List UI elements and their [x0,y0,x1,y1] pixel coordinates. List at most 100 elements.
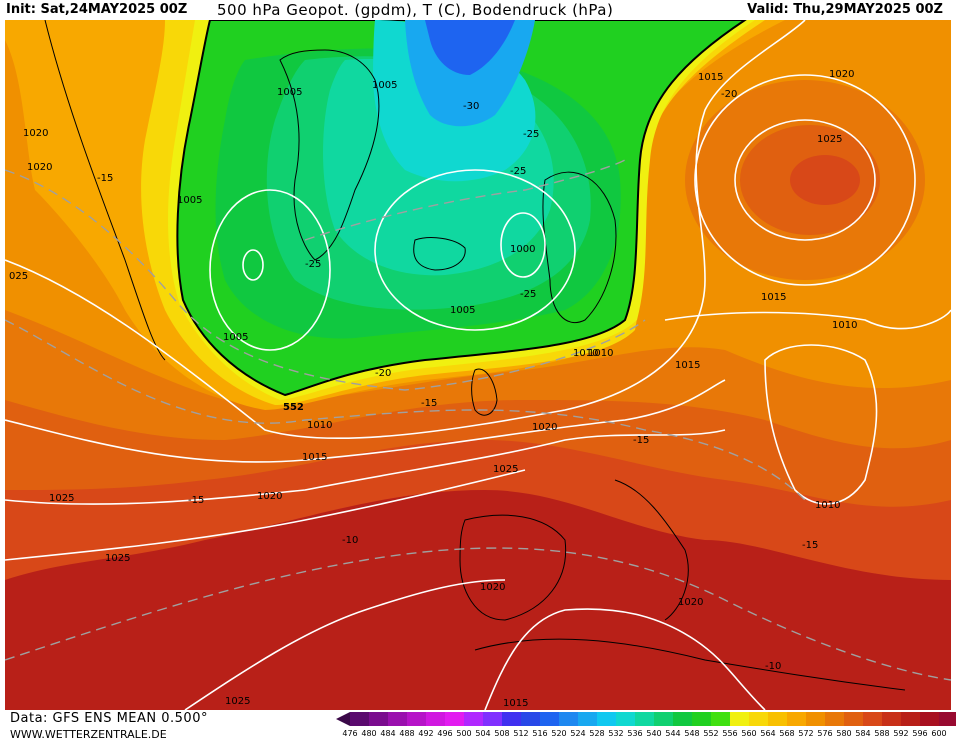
colorbar-tick-label: 484 [380,729,396,738]
label-isotherm: -25 [520,289,536,300]
label-isobar: 1025 [817,134,842,145]
colorbar-swatch [407,712,426,726]
isobar-1005-west [209,189,331,351]
isotherm-labels: -15 -30 -25 -25 -25 -25 -20 -20 -15 -15 … [97,89,818,672]
label-isobar: 1005 [177,195,202,206]
colorbar-labels: 476 480 484 488 492 496 500 504 508 512 516 520 524 5… [342,729,946,741]
isobar-1020 [4,429,726,505]
fill-520 [425,20,515,75]
isobar-1010-north [4,19,806,440]
label-isobar: 1010 [588,348,613,359]
isotherm-minus10 [4,547,952,681]
colorbar-tick-label: 524 [570,729,586,738]
website-link: WWW.WETTERZENTRALE.DE [10,728,167,741]
label-isotherm: -15 [633,435,649,446]
colorbar-swatch [673,712,692,726]
weather-map: 1020 1020 025 1005 1005 1005 1005 1005 1… [4,19,952,711]
label-isobar: 1005 [223,332,248,343]
colorbar-tick-label: 584 [855,729,871,738]
isobar-1010-east [764,344,878,505]
colorbar-tick-label: 600 [931,729,947,738]
isobars [4,19,952,711]
colorbar-tick-label: 508 [494,729,510,738]
iceland-coast [413,237,466,271]
colorbar-tick-label: 592 [893,729,909,738]
colorbar-tick-label: 512 [513,729,529,738]
label-isotherm: -15 [802,540,818,551]
data-source: Data: GFS ENS MEAN 0.500° [10,711,208,726]
colorbar-swatch [388,712,407,726]
label-isobar: 1010 [815,500,840,511]
colorbar-tick-label: 572 [798,729,814,738]
map-canvas: 1020 1020 025 1005 1005 1005 1005 1005 1… [4,19,952,711]
label-isobar: 1015 [302,452,327,463]
italy-coast [614,479,689,621]
high-core-center [790,155,860,205]
label-isobar: 1025 [493,464,518,475]
isobar-1000 [500,212,546,278]
iberia-coast [459,514,567,621]
header-bar: Init: Sat,24MAY2025 00Z 500 hPa Geopot. … [0,0,959,20]
colorbar-tick-label: 560 [741,729,757,738]
isotherms [4,159,952,681]
label-isobar: 1020 [23,128,48,139]
colorbar-tick-label: 500 [456,729,472,738]
label-isobar: 1020 [678,597,703,608]
isobar-1025-west [4,469,526,561]
north-america-coast [44,19,166,361]
colorbar-tick-label: 552 [703,729,719,738]
colorbar-tick-label: 516 [532,729,548,738]
footer-bar: Data: GFS ENS MEAN 0.500° WWW.WETTERZENT… [0,710,959,741]
label-isotherm: -25 [510,166,526,177]
colorbar-swatch [882,712,901,726]
colorbar-swatch [445,712,464,726]
colorbar-tick-label: 504 [475,729,491,738]
isobar-1015-east [664,309,952,330]
colorbar-swatch [597,712,616,726]
colorbar-tick-label: 564 [760,729,776,738]
label-isotherm: -25 [305,259,321,270]
label-isobar: 1015 [675,360,700,371]
colorbar-tick-label: 540 [646,729,662,738]
isobar-1020-east [694,74,916,286]
colorbar-swatch [863,712,882,726]
label-isotherm: -10 [765,661,781,672]
colorbar-swatch [806,712,825,726]
coastlines [44,19,906,691]
label-isobar: 1025 [49,493,74,504]
label-isobar: 1010 [573,348,598,359]
colorbar-tick-label: 528 [589,729,605,738]
label-isobar: 1020 [480,582,505,593]
label-isotherm: -30 [463,101,479,112]
label-isobar: 1000 [510,244,535,255]
isobar-1025-east [734,119,876,241]
colorbar-tick-label: 576 [817,729,833,738]
label-isobar: 1005 [372,80,397,91]
colorbar-swatch [749,712,768,726]
isobar-1025-south [184,579,506,711]
colorbar-swatch [616,712,635,726]
british-isles-coast [471,368,498,416]
colorbar-tick-label: 580 [836,729,852,738]
colorbar-swatch [369,712,388,726]
colorbar-swatch [464,712,483,726]
label-isobar: 1020 [257,491,282,502]
colorbar-swatch [635,712,654,726]
isobar-1020-south [484,608,766,711]
colorbar-swatch [920,712,939,726]
colorbar-swatch [711,712,730,726]
label-isotherm: -25 [523,129,539,140]
colorbar-swatch [768,712,787,726]
colorbar-swatch [654,712,673,726]
colorbar-tick-label: 492 [418,729,434,738]
isotherm-minus15 [4,319,806,501]
north-africa-coast [474,638,906,691]
colorbar-tick-label: 588 [874,729,890,738]
colorbar-swatch [730,712,749,726]
colorbar-swatch [483,712,502,726]
isotherm-minus25 [304,159,626,241]
colorbar-swatch [426,712,445,726]
label-isotherm: -15 [421,398,437,409]
colorbar-swatch [559,712,578,726]
colorbar-swatch [825,712,844,726]
